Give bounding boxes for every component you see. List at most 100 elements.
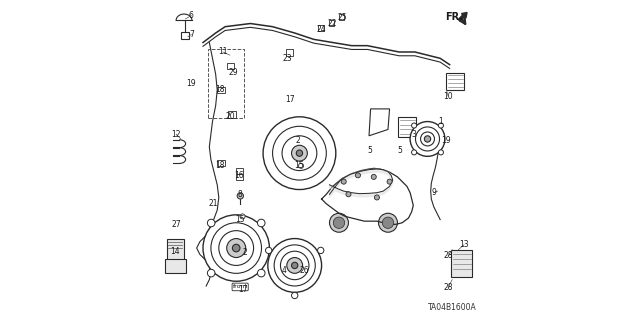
Text: 2: 2 <box>243 248 248 257</box>
Circle shape <box>296 150 303 156</box>
Text: 15: 15 <box>236 215 245 224</box>
Circle shape <box>240 214 245 219</box>
Text: 21: 21 <box>209 199 218 208</box>
Circle shape <box>268 239 321 292</box>
Circle shape <box>341 179 346 184</box>
Text: 16: 16 <box>234 171 244 180</box>
Circle shape <box>282 136 317 171</box>
Text: front: front <box>233 285 248 289</box>
Circle shape <box>203 215 269 281</box>
FancyArrow shape <box>458 12 467 21</box>
Polygon shape <box>321 168 413 224</box>
Circle shape <box>207 269 215 277</box>
Text: 12: 12 <box>172 130 181 139</box>
Text: 5: 5 <box>368 145 372 154</box>
Bar <box>399 117 416 137</box>
Bar <box>208 49 244 118</box>
Text: 8: 8 <box>238 190 243 199</box>
Circle shape <box>219 231 253 265</box>
Text: 15: 15 <box>294 161 304 170</box>
Circle shape <box>355 173 360 178</box>
Bar <box>236 168 243 174</box>
Text: 27: 27 <box>172 220 181 229</box>
Circle shape <box>387 179 392 184</box>
Circle shape <box>412 150 417 155</box>
Circle shape <box>232 244 240 252</box>
Text: 20: 20 <box>225 112 235 121</box>
Circle shape <box>415 127 440 151</box>
Circle shape <box>257 269 265 277</box>
Bar <box>165 259 186 273</box>
Bar <box>227 63 234 69</box>
Text: 17: 17 <box>239 285 248 294</box>
Circle shape <box>227 239 246 257</box>
Text: 11: 11 <box>218 48 228 56</box>
FancyBboxPatch shape <box>232 283 248 291</box>
Text: 25: 25 <box>337 13 347 22</box>
Text: 18: 18 <box>216 161 225 170</box>
Text: 3: 3 <box>411 130 416 139</box>
Circle shape <box>424 136 431 142</box>
Circle shape <box>298 163 303 168</box>
Circle shape <box>280 251 309 280</box>
Bar <box>451 250 472 277</box>
Circle shape <box>420 132 435 146</box>
Text: 7: 7 <box>189 30 194 39</box>
Text: 17: 17 <box>285 95 295 104</box>
Circle shape <box>273 126 326 180</box>
Polygon shape <box>330 169 393 197</box>
Text: 22: 22 <box>328 19 337 28</box>
Circle shape <box>274 245 316 286</box>
Circle shape <box>292 262 298 269</box>
Circle shape <box>211 223 262 273</box>
Circle shape <box>374 195 380 200</box>
Text: 19: 19 <box>186 79 196 88</box>
Bar <box>286 49 293 56</box>
Circle shape <box>317 247 324 254</box>
Bar <box>181 33 189 39</box>
Circle shape <box>266 247 272 254</box>
Circle shape <box>237 193 243 199</box>
Text: 9: 9 <box>431 188 436 197</box>
Circle shape <box>346 192 351 197</box>
Text: 2: 2 <box>296 136 300 145</box>
Circle shape <box>371 174 376 179</box>
Text: 19: 19 <box>441 136 451 145</box>
Bar <box>216 160 225 166</box>
Text: TA04B1600A: TA04B1600A <box>428 303 477 312</box>
Circle shape <box>438 123 444 128</box>
Circle shape <box>292 292 298 299</box>
Circle shape <box>292 145 307 161</box>
Circle shape <box>263 117 336 189</box>
Circle shape <box>438 150 444 155</box>
Text: 24: 24 <box>316 25 326 34</box>
Bar <box>328 20 334 26</box>
Bar <box>166 239 184 261</box>
Text: 4: 4 <box>282 266 287 275</box>
Circle shape <box>382 217 394 228</box>
Bar <box>447 72 464 90</box>
Text: 28: 28 <box>444 251 453 260</box>
Text: 10: 10 <box>444 92 453 101</box>
Bar <box>236 174 243 180</box>
Text: 6: 6 <box>189 11 194 20</box>
Circle shape <box>412 123 417 128</box>
Bar <box>228 111 236 118</box>
Circle shape <box>257 219 265 227</box>
Circle shape <box>333 217 345 228</box>
Bar <box>319 25 324 32</box>
Text: 28: 28 <box>444 283 453 292</box>
Text: 29: 29 <box>228 68 238 77</box>
Text: FR.: FR. <box>445 12 463 22</box>
Circle shape <box>378 213 397 232</box>
Bar <box>339 14 344 20</box>
Polygon shape <box>369 109 390 136</box>
Text: 18: 18 <box>216 85 225 94</box>
Circle shape <box>410 122 445 156</box>
Text: 26: 26 <box>300 266 309 275</box>
Text: 23: 23 <box>283 54 292 63</box>
Bar <box>216 87 225 93</box>
Circle shape <box>330 213 348 232</box>
Circle shape <box>287 257 303 273</box>
Text: 1: 1 <box>438 117 443 126</box>
